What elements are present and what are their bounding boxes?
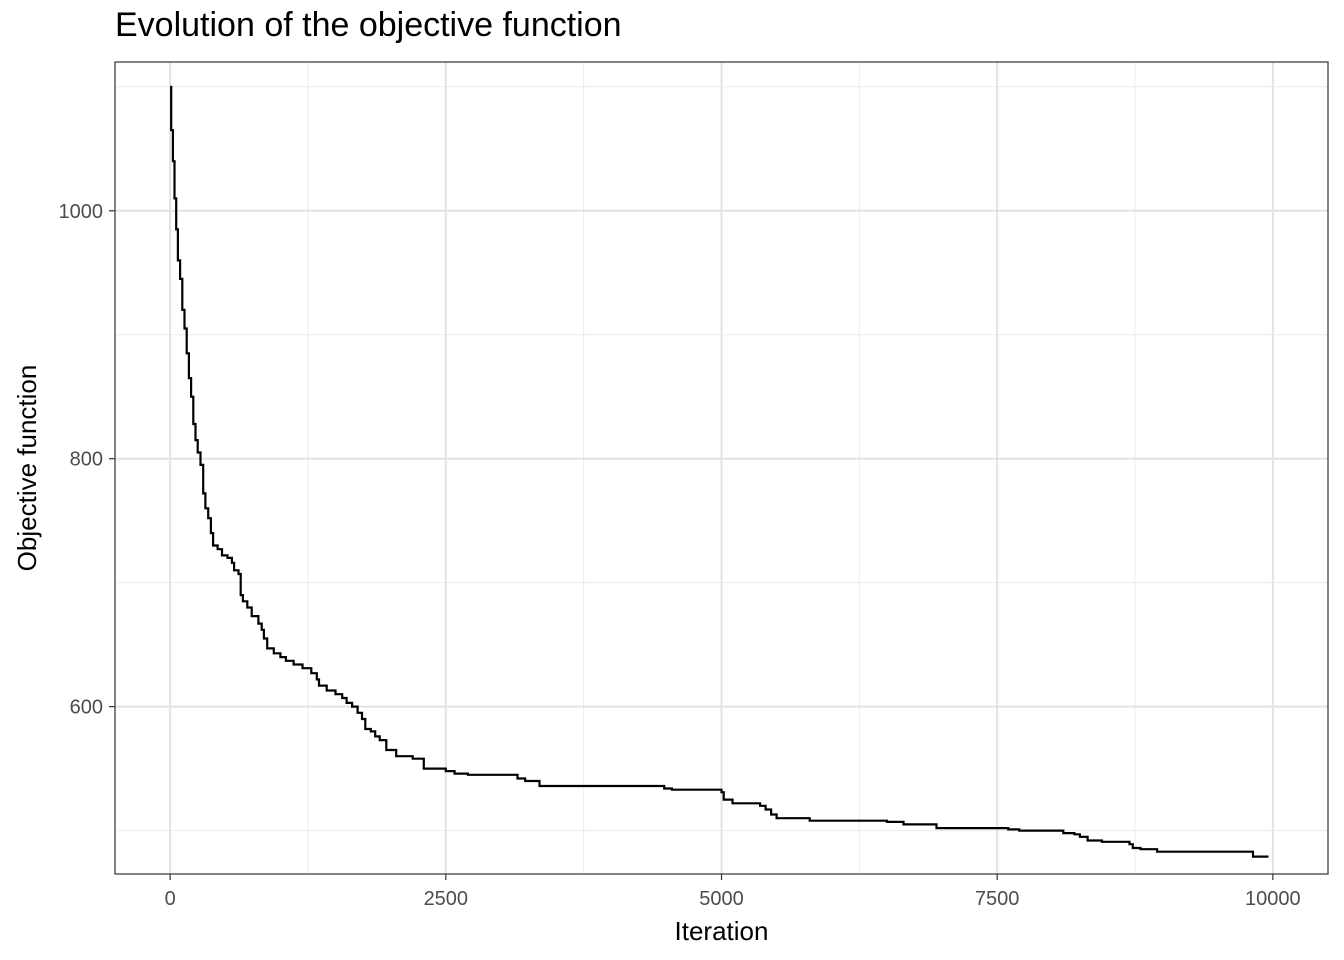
x-axis-title: Iteration [675,916,769,946]
x-tick-label: 2500 [424,888,469,910]
y-axis-title: Objective function [12,365,42,572]
x-tick-label: 5000 [699,888,744,910]
grid-major [115,62,1328,874]
x-tick-label: 10000 [1245,888,1301,910]
y-tick-label: 800 [70,449,103,471]
y-tick-label: 1000 [59,201,104,223]
x-tick-label: 7500 [975,888,1020,910]
series-layer [170,85,1269,858]
x-tick-label: 0 [165,888,176,910]
y-axis-ticks: 600 800 1000 [59,201,115,719]
x-axis-ticks: 0 2500 5000 7500 10000 [165,874,1301,910]
objective-series-line [170,85,1269,858]
y-tick-label: 600 [70,697,103,719]
chart-title: Evolution of the objective function [115,6,622,44]
